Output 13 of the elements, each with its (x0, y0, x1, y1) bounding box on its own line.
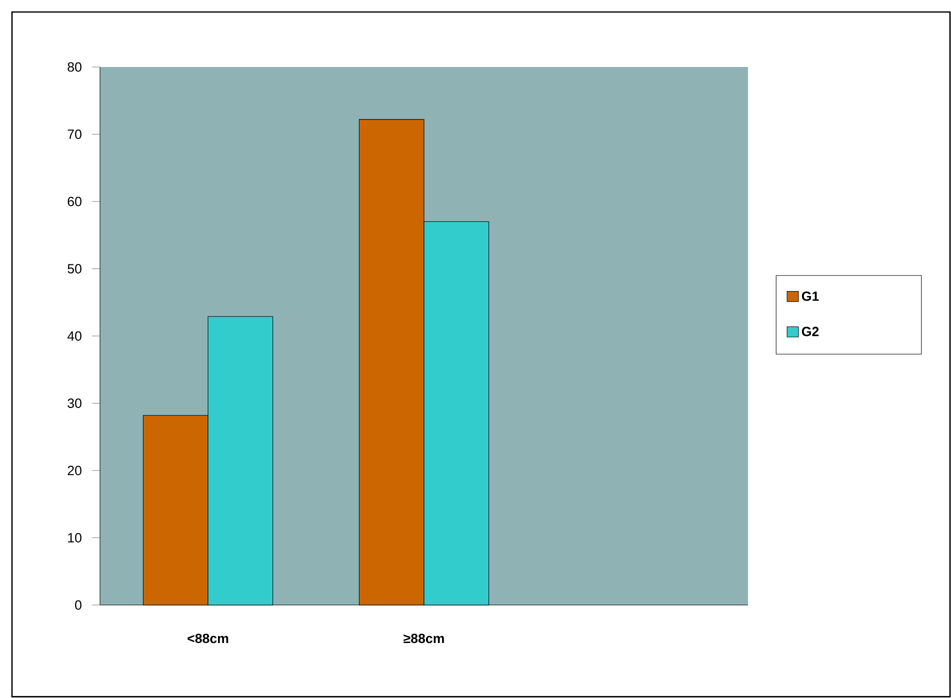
legend-label: G2 (802, 326, 819, 336)
y-tick-label: 60 (68, 196, 82, 206)
y-tick-label: 10 (68, 533, 82, 542)
y-tick-label: 0 (75, 600, 82, 610)
y-tick-label: 70 (68, 130, 82, 139)
y-tick-label: 40 (67, 331, 82, 341)
y-tick-label: 20 (68, 466, 82, 476)
legend-label: G1 (802, 291, 819, 301)
y-tick-label: 30 (68, 398, 82, 408)
y-tick-label: 50 (68, 264, 82, 274)
y-tick-label: 80 (68, 62, 82, 72)
x-tick-label: <88cm (188, 634, 228, 644)
x-tick-label: ≥88cm (404, 634, 444, 644)
